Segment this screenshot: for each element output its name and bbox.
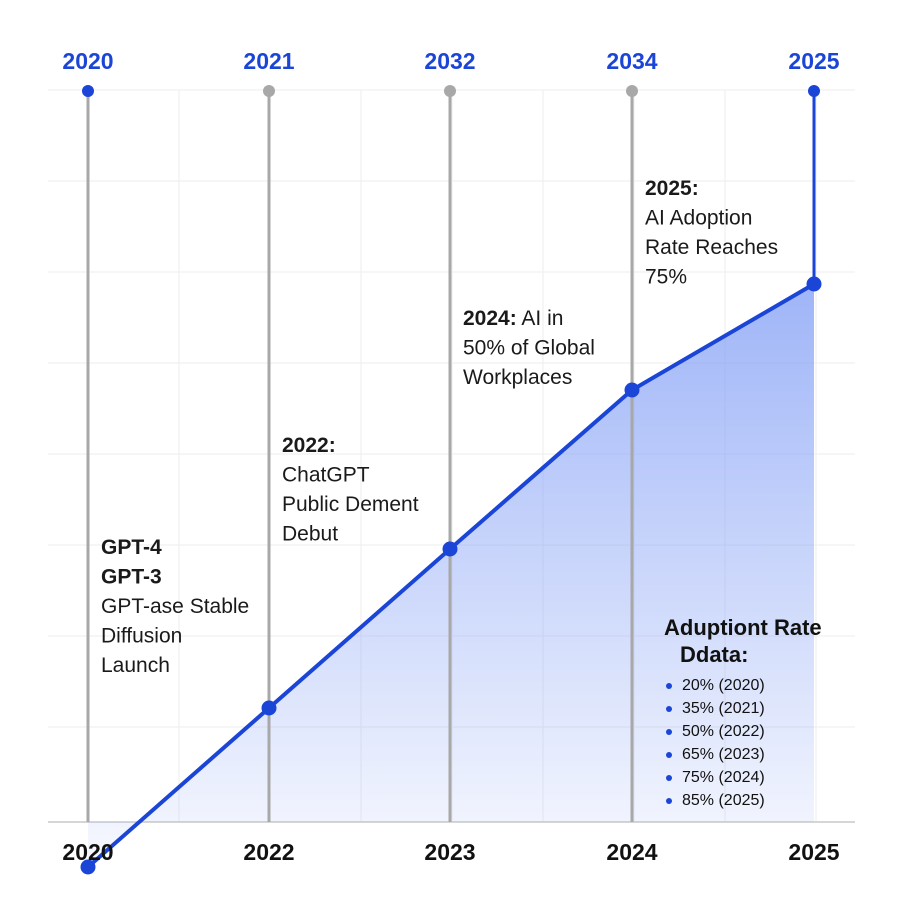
annotation-line: AI Adoption [645,207,752,230]
top-marker [808,85,820,97]
top-year-label: 2032 [424,48,475,74]
legend: Aduptiont Rate Ddata: 20% (2020) 35% (20… [664,614,894,812]
top-marker [444,85,456,97]
top-year-label: 2034 [606,48,657,74]
annotation-line: GPT-ase Stable [101,595,249,618]
top-year-labels: 2020 2021 2032 2034 2025 [62,48,839,74]
top-year-label: 2021 [243,48,294,74]
annotation-line: Public Dement [282,493,419,516]
legend-item: 65% (2023) [664,743,894,766]
annotation-line: 2022: [282,434,336,457]
bullet-icon [666,729,672,735]
top-marker [626,85,638,97]
annotations: GPT-4 GPT-3 GPT-ase Stable Diffusion Launch 2… [101,177,778,677]
bullet-icon [666,775,672,781]
annotation-line: 50% of Global [463,337,595,360]
legend-item: 20% (2020) [664,674,894,697]
bottom-year-label: 2022 [243,839,294,865]
legend-item: 50% (2022) [664,720,894,743]
legend-list: 20% (2020) 35% (2021) 50% (2022) 65% (20… [664,674,894,812]
annotation-line: 2025: [645,177,699,200]
legend-item: 85% (2025) [664,789,894,812]
annotation-line: Rate Reaches [645,236,778,259]
data-point [261,700,277,716]
annotation-line: Debut [282,523,338,546]
legend-title-line1: Aduptiont Rate [664,615,822,640]
bottom-year-label: 2025 [788,839,839,865]
bullet-icon [666,683,672,689]
bottom-year-labels: 2020 2022 2023 2024 2025 [62,839,839,865]
data-point [442,541,458,557]
legend-item: 75% (2024) [664,766,894,789]
bottom-year-label: 2024 [606,839,657,865]
annotation-line: Diffusion [101,625,182,648]
data-points [80,85,822,875]
annotation-line: Workplaces [463,366,572,389]
annotation-line: GPT-3 [101,566,162,589]
data-point [80,859,96,875]
top-marker [82,85,94,97]
top-year-label: 2020 [62,48,113,74]
data-point [624,382,640,398]
annotation-line: 2024: AI in [463,307,563,330]
bottom-year-label: 2023 [424,839,475,865]
connector-lines [86,90,816,822]
annotation-line: GPT-4 [101,536,162,559]
bullet-icon [666,706,672,712]
bottom-year-label: 2020 [62,839,113,865]
legend-title: Aduptiont Rate Ddata: [664,614,894,668]
annotation-line: 75% [645,266,687,289]
data-point [806,276,822,292]
top-year-label: 2025 [788,48,839,74]
annotation-line: Launch [101,654,170,677]
bullet-icon [666,798,672,804]
legend-title-line2: Ddata: [680,642,749,667]
annotation-line: ChatGPT [282,464,370,487]
bullet-icon [666,752,672,758]
top-marker [263,85,275,97]
legend-item: 35% (2021) [664,697,894,720]
